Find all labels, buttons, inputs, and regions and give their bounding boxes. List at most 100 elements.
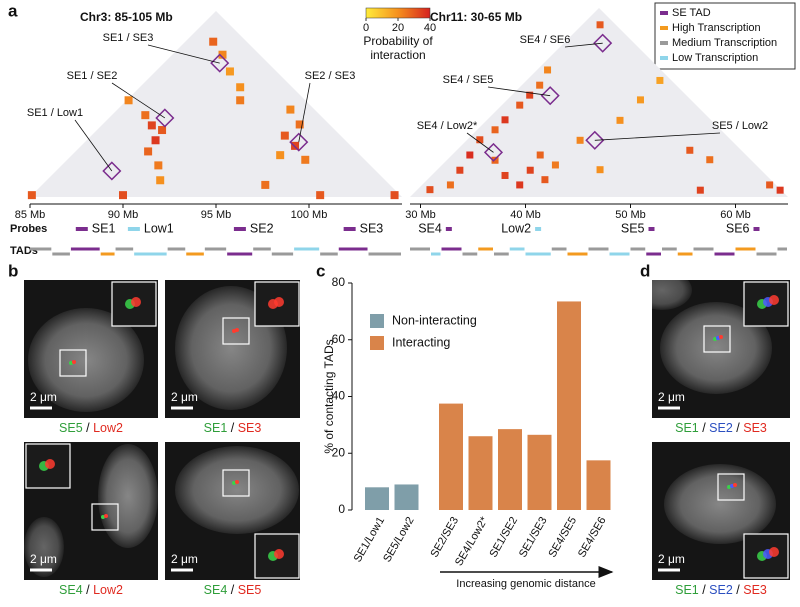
caption-part: SE2: [709, 583, 733, 597]
fish-spot: [235, 480, 239, 484]
caption: SE1 / SE3: [204, 421, 262, 435]
leader-line: [564, 42, 603, 48]
bar: [394, 484, 419, 510]
zoom-box: [59, 349, 87, 377]
scale-bar-label: 2 μm: [30, 390, 57, 404]
heatmap-cell: [209, 37, 218, 46]
caption-part: SE4: [59, 583, 83, 597]
fish-spot: [719, 335, 723, 339]
leader-line: [298, 82, 311, 143]
heatmap-cell: [426, 186, 434, 194]
caption-part: SE3: [743, 421, 767, 435]
x-tick-label: SE4/SE5: [546, 515, 579, 560]
contact-marker: [593, 33, 613, 53]
probe-marker: [343, 227, 356, 231]
heatmap-cell: [596, 21, 604, 29]
map-title: Chr11: 30-65 Mb: [430, 10, 522, 24]
heatmap-cell: [544, 66, 552, 74]
contact-marker: [289, 132, 309, 152]
x-tick-label: SE2/SE3: [428, 515, 461, 560]
scale-bar-label: 2 μm: [30, 552, 57, 566]
probe-marker: [233, 227, 246, 231]
colorbar-tick-label: 0: [363, 22, 369, 34]
legend-label: Low Transcription: [672, 52, 758, 64]
caption-part: SE1: [675, 421, 699, 435]
heatmap-cell: [516, 101, 524, 109]
probe-label: SE4: [418, 221, 442, 235]
caption-part: /: [83, 421, 93, 435]
heatmap-cell: [686, 146, 694, 154]
legend-swatch: [370, 314, 384, 328]
heatmap-cell: [141, 111, 150, 120]
caption-part: SE1: [204, 421, 228, 435]
heatmap-cell: [696, 186, 704, 194]
caption-part: /: [733, 421, 743, 435]
inset-spot: [131, 297, 141, 307]
zoom-box: [222, 469, 250, 497]
x-tick-label: SE1/SE3: [517, 515, 550, 560]
heatmap-cell: [295, 120, 304, 129]
x-tick-label: SE5/Low2: [381, 515, 416, 564]
contact-label: SE4 / Low2*: [417, 120, 478, 132]
fish-spot: [733, 483, 737, 487]
heatmap-cell: [616, 116, 624, 124]
x-tick-label: 90 Mb: [108, 209, 139, 221]
x-tick-label: 100 Mb: [291, 209, 328, 221]
contact-label: SE4 / SE6: [520, 34, 571, 46]
fish-spot: [235, 328, 239, 332]
x-tick-label: 40 Mb: [510, 209, 541, 221]
map-triangle: [410, 8, 788, 197]
heatmap-cell: [276, 151, 285, 160]
bar: [586, 460, 611, 510]
contact-label: SE1 / SE2: [67, 70, 118, 82]
caption-part: /: [227, 583, 237, 597]
heatmap-cell: [466, 151, 474, 159]
heatmap-cell: [390, 191, 399, 200]
leader-line: [487, 86, 551, 97]
probe-marker: [648, 227, 655, 231]
x-tick-label: SE1/SE2: [487, 515, 520, 560]
scale-bar-label: 2 μm: [171, 390, 198, 404]
probe-label: Low2: [501, 221, 531, 235]
nucleus: [98, 444, 158, 548]
heatmap-cell: [596, 166, 604, 174]
heatmap-cell: [316, 191, 325, 200]
caption-part: SE1: [675, 583, 699, 597]
zoom-box: [222, 317, 250, 345]
nucleus: [652, 280, 692, 310]
legend-label: Medium Transcription: [672, 37, 777, 49]
nucleus: [24, 517, 64, 577]
heatmap-cell: [151, 136, 160, 145]
legend-label: High Transcription: [672, 22, 761, 34]
probe-label: SE3: [360, 221, 384, 235]
probe-label: SE6: [726, 221, 750, 235]
caption: SE4 / SE5: [204, 583, 262, 597]
caption: SE1 / SE2 / SE3: [675, 421, 767, 435]
bar: [439, 403, 463, 510]
nucleus: [175, 446, 299, 534]
scale-bar-label: 2 μm: [658, 552, 685, 566]
probe-marker: [127, 227, 140, 231]
leader-line: [147, 44, 220, 64]
x-tick-label: 95 Mb: [201, 209, 232, 221]
heatmap-cell: [656, 76, 664, 84]
panel-label: c: [316, 261, 325, 280]
heatmap-cell: [706, 156, 714, 164]
panel-label: b: [8, 261, 18, 280]
colorbar-label: Probability of: [363, 34, 433, 48]
heatmap-cell: [476, 136, 484, 144]
heatmap-cell: [27, 191, 36, 200]
contact-label: SE2 / SE3: [305, 70, 356, 82]
x-annotation: Increasing genomic distance: [456, 578, 595, 590]
y-tick-label: 60: [332, 332, 346, 346]
row-label: TADs: [10, 245, 38, 257]
bar: [468, 436, 493, 510]
nucleus: [664, 464, 776, 544]
caption-part: SE4: [204, 583, 228, 597]
y-tick-label: 40: [332, 389, 346, 403]
x-tick-label: 30 Mb: [405, 209, 436, 221]
inset-spot: [769, 547, 779, 557]
caption-part: SE5: [238, 583, 262, 597]
zoom-box: [703, 325, 731, 353]
